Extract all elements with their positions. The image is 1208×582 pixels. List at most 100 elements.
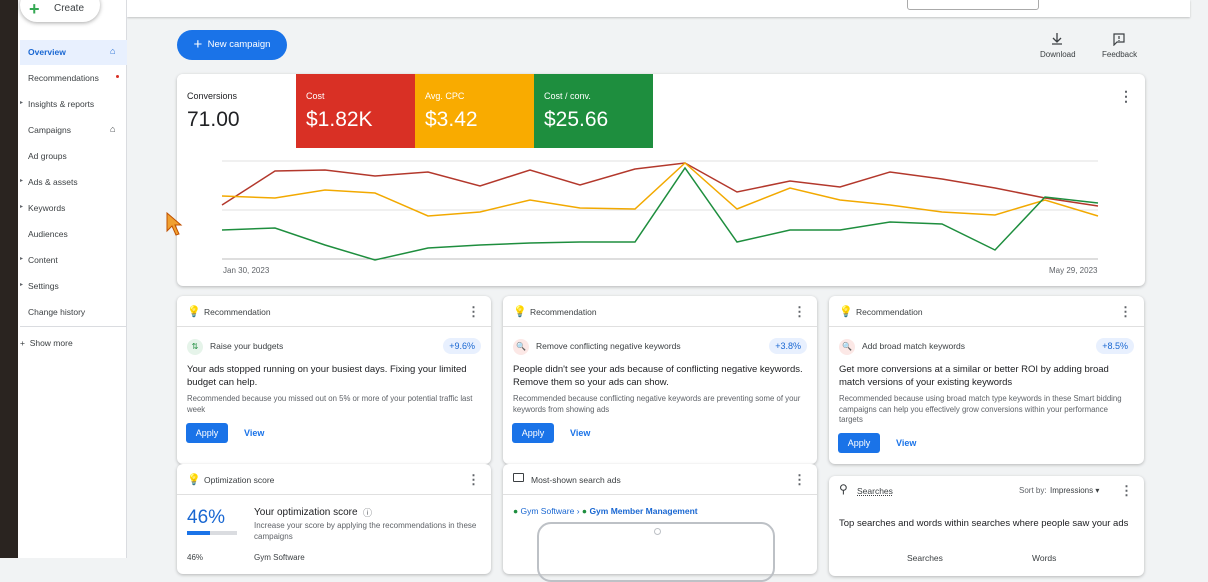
active-highlight — [20, 40, 127, 65]
metric-tile[interactable]: Cost / conv. $25.66 — [534, 74, 653, 148]
metric-label: Cost / conv. — [544, 91, 591, 101]
ad-icon — [513, 473, 524, 482]
view-link[interactable]: View — [570, 428, 591, 438]
create-label: Create — [54, 3, 85, 14]
search-icon: ⚲ — [839, 482, 848, 496]
download-icon — [1052, 33, 1062, 45]
cost-per-conv-line — [221, 166, 1099, 261]
expand-arrow: ▸ — [20, 178, 24, 184]
metric-value: $25.66 — [544, 108, 609, 131]
cost-line — [221, 162, 1099, 207]
sort-value[interactable]: Impressions ▾ — [1050, 486, 1100, 495]
headline: Get more conversions at a similar or bet… — [839, 364, 1109, 388]
reason: Recommended because using broad match ty… — [839, 394, 1122, 424]
expand-arrow: ▸ — [20, 204, 24, 210]
card-header: Most-shown search ads — [531, 475, 621, 485]
uplift: +9.6% — [443, 338, 481, 354]
mouse-cursor — [166, 212, 183, 236]
campaign[interactable]: Gym Software — [520, 506, 575, 516]
home-icon: ⌂ — [110, 124, 116, 134]
metric-tile[interactable]: Conversions 71.00 — [177, 74, 296, 148]
expand-arrow: ▸ — [20, 282, 24, 288]
searches-card: ⚲ Searches Sort by: Impressions ▾ ⋮ Top … — [829, 476, 1144, 576]
rec-title: Remove conflicting negative keywords — [536, 341, 681, 351]
nav-item[interactable]: Audiences — [28, 229, 68, 239]
bulb-icon: 💡 — [187, 306, 201, 318]
bulb-icon: 💡 — [513, 306, 527, 318]
card-header[interactable]: Searches — [857, 486, 893, 496]
plus: + — [20, 338, 30, 348]
score-fill — [187, 531, 210, 535]
plus: + — [193, 36, 203, 53]
metric-tile[interactable]: Avg. CPC $3.42 — [415, 74, 534, 148]
rec-icon: 🔍 — [513, 339, 529, 355]
search-ads-card: Most-shown search ads ⋮ ● Gym Software ›… — [503, 464, 817, 582]
nav-item[interactable]: Keywords — [28, 203, 66, 213]
more-menu[interactable]: ⋮ — [467, 304, 480, 319]
score: 46% — [187, 507, 226, 528]
view-link[interactable]: View — [244, 428, 265, 438]
reason: Recommended because conflicting negative… — [513, 394, 801, 414]
metric-label: Avg. CPC — [425, 91, 465, 101]
metric-tile[interactable]: Cost $1.82K — [296, 74, 415, 148]
view-link[interactable]: View — [896, 438, 917, 448]
camera — [654, 528, 661, 535]
nav-item[interactable]: Content — [28, 255, 58, 265]
expand-arrow: ▸ — [20, 100, 24, 106]
metric-value: $3.42 — [425, 108, 478, 131]
nav-item[interactable]: Ad groups — [28, 151, 67, 161]
col-words: Words — [1032, 553, 1057, 563]
new-campaign-button[interactable]: + New campaign — [177, 30, 287, 60]
apply-button[interactable]: Apply — [512, 423, 554, 443]
left-edge — [0, 0, 18, 558]
nav-item[interactable]: Ads & assets — [28, 177, 78, 187]
create-button[interactable]: + Create — [20, 0, 100, 22]
headline: Your ads stopped running on your busiest… — [187, 364, 467, 388]
expand-arrow: ▸ — [20, 256, 24, 262]
nav-item[interactable]: Insights & reports — [28, 99, 95, 109]
card-header: Recommendation — [856, 307, 923, 317]
uplift: +3.8% — [769, 338, 807, 354]
show-more[interactable]: + Show more — [20, 338, 73, 348]
bulb-icon: 💡 — [839, 306, 853, 318]
more-menu[interactable]: ⋮ — [793, 304, 806, 319]
performance-chart — [221, 160, 1099, 261]
more-menu[interactable]: ⋮ — [1119, 88, 1133, 104]
feedback-button[interactable]: Feedback — [1097, 30, 1142, 60]
sort-text: Impressions — [1050, 486, 1094, 495]
search-box[interactable] — [907, 0, 1039, 10]
more-menu[interactable]: ⋮ — [1120, 483, 1133, 498]
ad-group[interactable]: Gym Member Management — [589, 506, 698, 516]
nav-divider — [20, 326, 127, 327]
bulb-icon: 💡 — [187, 474, 201, 486]
optimization-card: 💡 Optimization score ⋮ 46% Your optimiza… — [177, 464, 491, 574]
header-divider — [503, 326, 817, 327]
nav-item[interactable]: Settings — [28, 281, 59, 291]
nav-item[interactable]: Change history — [28, 307, 86, 317]
more-menu[interactable]: ⋮ — [1119, 304, 1132, 319]
card-header: Recommendation — [530, 307, 597, 317]
nav-item[interactable]: Campaigns — [28, 125, 71, 135]
headline: People didn't see your ads because of co… — [513, 364, 803, 388]
sort-label: Sort by: — [1019, 486, 1047, 495]
show-more-label: Show more — [29, 338, 73, 348]
download-button[interactable]: Download — [1035, 30, 1080, 60]
score-help[interactable]: ⓘ — [363, 508, 373, 518]
more-menu[interactable]: ⋮ — [793, 472, 806, 487]
col-searches: Searches — [907, 553, 943, 563]
score-bar — [187, 531, 237, 535]
apply-button[interactable]: Apply — [186, 423, 228, 443]
nav-list: Overview ⌂ Recommendations ▸ Insights & repo… — [0, 0, 127, 558]
create-icon: + — [29, 0, 40, 19]
apply-button[interactable]: Apply — [838, 433, 880, 453]
new-campaign-label: New campaign — [207, 39, 271, 50]
breadcrumb: ● Gym Software › ● Gym Member Management — [513, 506, 698, 516]
metric-tiles: Conversions 71.00 Cost $1.82K Avg. CPC $3.42 C… — [177, 74, 653, 148]
card-header: Recommendation — [204, 307, 271, 317]
nav-item[interactable]: Overview — [28, 47, 66, 57]
nav-item[interactable]: Recommendations — [28, 73, 99, 83]
rec-title: Raise your budgets — [210, 341, 284, 351]
sidebar: + Create — [18, 0, 127, 558]
more-menu[interactable]: ⋮ — [467, 472, 480, 487]
